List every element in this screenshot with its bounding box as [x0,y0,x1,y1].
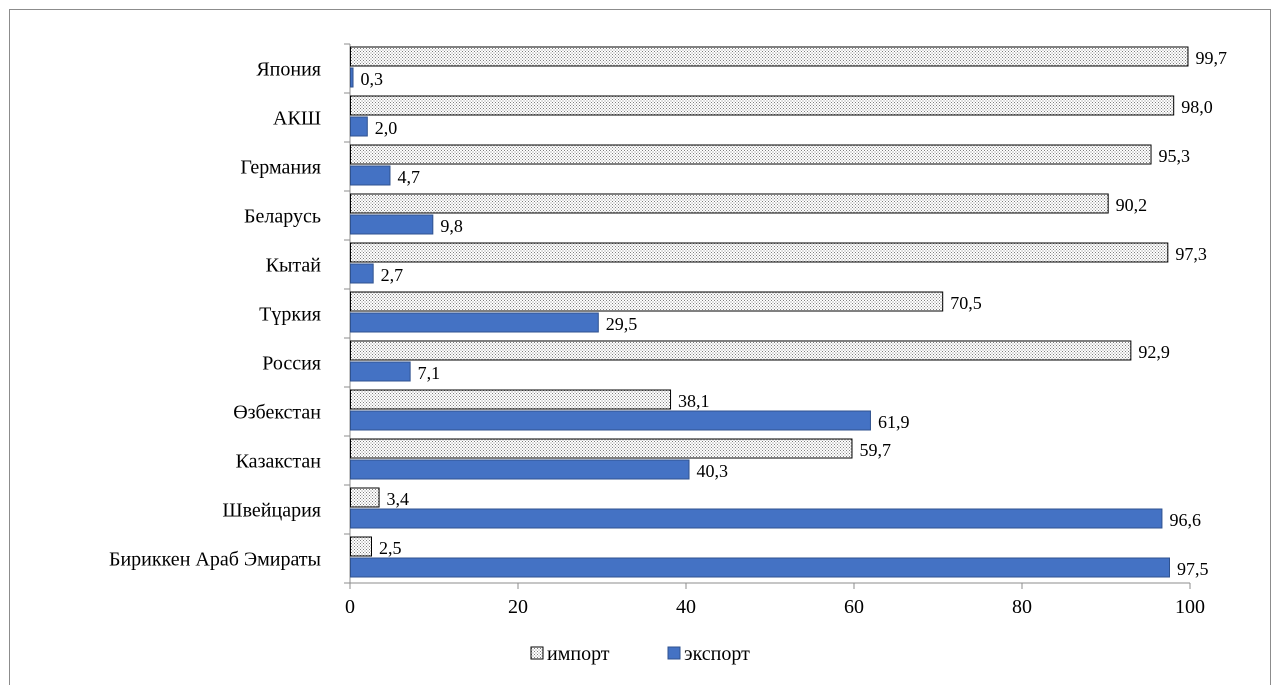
export-data-label: 96,6 [1169,510,1201,530]
import-data-label: 2,5 [379,538,402,558]
import-bar [350,291,944,312]
export-data-label: 2,0 [375,118,398,138]
category-label: Швейцария [222,500,321,522]
import-bar [350,340,1132,361]
import-data-label: 92,9 [1138,342,1170,362]
import-data-label: 70,5 [950,293,982,313]
category-label: Өзбекстан [233,402,321,424]
export-data-label: 29,5 [606,314,638,334]
category-label: Кытай [266,255,322,277]
legend-label-export: экспорт [684,643,750,665]
import-bar [350,193,1109,214]
export-bar [350,165,391,186]
import-bar [350,487,380,508]
import-data-label: 98,0 [1181,97,1213,117]
x-tick-label: 40 [676,596,696,618]
legend-swatch-import [530,646,544,660]
import-bar [350,242,1169,263]
export-bar [350,67,354,88]
category-label: Германия [240,157,321,179]
export-data-label: 0,3 [361,69,384,89]
category-label: АКШ [273,108,321,130]
import-bar [350,95,1175,116]
category-label: Бириккен Араб Эмираты [109,549,321,571]
export-bar [350,459,690,480]
export-data-label: 7,1 [418,363,441,383]
export-data-label: 40,3 [697,461,729,481]
legend-swatch-export [667,646,681,660]
category-label: Беларусь [244,206,321,228]
import-data-label: 38,1 [678,391,710,411]
export-data-label: 97,5 [1177,559,1209,579]
export-data-label: 4,7 [397,167,420,187]
category-label: Түркия [259,304,321,326]
export-bar [350,116,368,137]
export-data-label: 61,9 [878,412,910,432]
export-bar [350,263,374,284]
export-bar [350,312,599,333]
category-label: Казакстан [236,451,322,473]
legend-label-import: импорт [547,643,610,665]
x-tick-label: 0 [345,596,355,618]
export-data-label: 9,8 [440,216,463,236]
import-data-label: 59,7 [859,440,891,460]
import-bar [350,389,672,410]
plot-area: 0 20 40 60 80 100 Япония 99,7 0,3 АКШ 98,0 2,0 Герма… [109,43,1227,618]
x-tick-label: 60 [844,596,864,618]
category-label: Россия [262,353,321,375]
legend: импорт экспорт [530,643,750,665]
import-bar [350,438,853,459]
x-tick-label: 80 [1012,596,1032,618]
export-bar [350,508,1163,529]
chart-frame [9,9,1271,685]
import-data-label: 3,4 [387,489,410,509]
import-data-label: 97,3 [1175,244,1207,264]
import-bar [350,536,372,557]
export-bar [350,214,434,235]
import-bar [350,46,1189,67]
category-label: Япония [256,59,321,81]
export-bar [350,361,411,382]
import-data-label: 95,3 [1159,146,1191,166]
x-tick-label: 100 [1175,596,1205,618]
import-data-label: 99,7 [1195,48,1227,68]
export-bar [350,410,871,431]
export-data-label: 2,7 [381,265,404,285]
export-bar [350,557,1170,578]
import-bar [350,144,1152,165]
import-data-label: 90,2 [1116,195,1148,215]
x-tick-label: 20 [508,596,528,618]
